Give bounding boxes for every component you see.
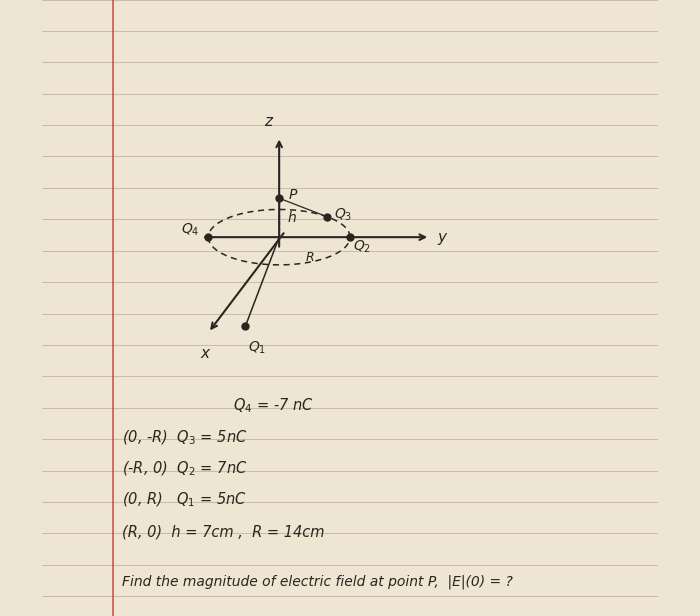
Text: $Q_1$: $Q_1$ (248, 340, 267, 357)
Text: $Q_4$ = -7 nC: $Q_4$ = -7 nC (233, 397, 314, 415)
Text: (0, R)   $Q_1$ = 5nC: (0, R) $Q_1$ = 5nC (122, 491, 247, 509)
Text: $Q_4$: $Q_4$ (181, 222, 199, 238)
Text: y: y (438, 230, 447, 245)
Text: $Q_2$: $Q_2$ (353, 239, 371, 255)
Text: $Q_3$: $Q_3$ (334, 206, 352, 223)
Text: P: P (289, 188, 298, 202)
Text: z: z (264, 114, 272, 129)
Text: (R, 0)  h = 7cm ,  R = 14cm: (R, 0) h = 7cm , R = 14cm (122, 524, 325, 539)
Text: h: h (287, 211, 296, 225)
Text: (-R, 0)  $Q_2$ = 7nC: (-R, 0) $Q_2$ = 7nC (122, 460, 248, 478)
Text: Find the magnitude of electric field at point P,  |E|(0) = ?: Find the magnitude of electric field at … (122, 575, 513, 590)
Text: x: x (201, 346, 210, 361)
Text: (0, -R)  $Q_3$ = 5nC: (0, -R) $Q_3$ = 5nC (122, 428, 248, 447)
Text: R: R (306, 251, 315, 264)
